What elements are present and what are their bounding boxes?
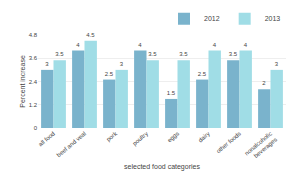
svg-text:4: 4: [138, 42, 142, 48]
svg-text:all food: all food: [37, 130, 56, 147]
svg-text:2013: 2013: [265, 15, 281, 22]
svg-text:2.5: 2.5: [198, 71, 207, 77]
svg-text:1.2: 1.2: [29, 102, 38, 108]
svg-text:beef and veal: beef and veal: [56, 130, 87, 158]
svg-text:2012: 2012: [204, 15, 220, 22]
svg-text:3.5: 3.5: [229, 51, 238, 57]
svg-text:1.5: 1.5: [167, 90, 176, 96]
svg-text:0: 0: [34, 125, 38, 131]
svg-text:other foods: other foods: [215, 130, 242, 154]
svg-text:poultry: poultry: [131, 130, 149, 146]
svg-text:eggs: eggs: [166, 130, 180, 143]
svg-text:4: 4: [244, 42, 248, 48]
svg-text:2.5: 2.5: [105, 71, 114, 77]
svg-text:3: 3: [45, 61, 49, 67]
svg-text:selected food categories: selected food categories: [124, 163, 200, 171]
svg-text:4.5: 4.5: [86, 32, 95, 38]
svg-text:3.5: 3.5: [179, 51, 188, 57]
svg-text:3.5: 3.5: [148, 51, 157, 57]
svg-text:4.8: 4.8: [29, 32, 38, 38]
svg-text:3: 3: [275, 61, 279, 67]
svg-text:2.4: 2.4: [29, 79, 38, 85]
svg-text:4: 4: [213, 42, 217, 48]
svg-text:3.6: 3.6: [29, 55, 38, 61]
svg-text:2: 2: [262, 80, 266, 86]
svg-text:nonalcoholicbeverages: nonalcoholicbeverages: [244, 130, 278, 162]
svg-text:4: 4: [76, 42, 80, 48]
svg-text:pork: pork: [105, 130, 119, 143]
svg-text:3: 3: [120, 61, 124, 67]
svg-text:dairy: dairy: [197, 130, 211, 143]
svg-text:3.5: 3.5: [55, 51, 64, 57]
svg-text:Percent increase: Percent increase: [19, 55, 26, 108]
